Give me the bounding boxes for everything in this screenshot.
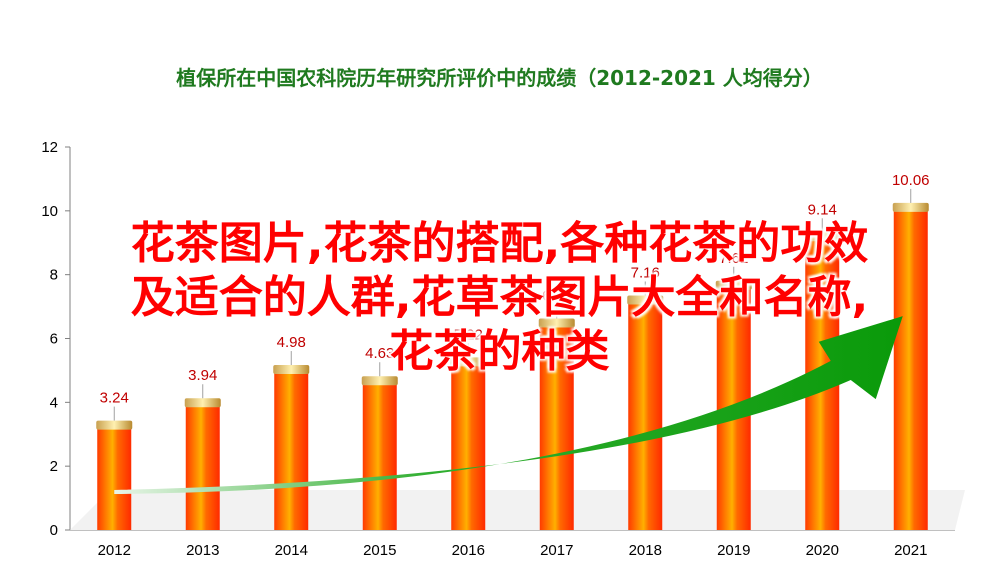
bar-cap	[96, 420, 133, 430]
bar-cap	[892, 202, 929, 212]
bar-body	[97, 426, 132, 530]
chart-title: 植保所在中国农科院历年研究所评价中的成绩（2012-2021 人均得分）	[176, 66, 823, 90]
y-tick-label: 12	[41, 139, 58, 156]
x-tick-label: 2020	[806, 542, 839, 559]
x-tick-label: 2013	[186, 542, 219, 559]
bars	[96, 202, 929, 530]
bar-body	[628, 301, 663, 530]
y-tick-label: 6	[50, 331, 58, 348]
value-label: 4.63	[365, 345, 394, 362]
overlay-text-line-3: 花茶的种类	[389, 326, 610, 377]
overlay-text-line-2: 及适合的人群,花草茶图片大全和名称,	[130, 272, 869, 323]
bar-cap	[273, 365, 310, 375]
x-tick-label: 2017	[540, 542, 573, 559]
x-tick-label: 2015	[363, 542, 396, 559]
bar	[450, 357, 487, 530]
bar	[627, 295, 664, 530]
value-label: 7.62	[719, 250, 748, 267]
y-tick-label: 2	[50, 458, 58, 475]
x-tick-label: 2014	[275, 542, 308, 559]
x-tick-label: 2018	[629, 542, 662, 559]
value-label: 3.24	[100, 390, 129, 407]
bar-cap	[184, 398, 221, 408]
y-tick-label: 4	[50, 394, 58, 411]
bar-body	[893, 208, 928, 530]
bar-cap	[627, 295, 664, 305]
bar-cap	[361, 376, 398, 386]
trend-arrow	[114, 316, 903, 494]
bar-cap	[450, 357, 487, 367]
bar-body	[539, 324, 574, 530]
y-tick-label: 8	[50, 267, 58, 284]
bar-cap	[804, 232, 841, 242]
bar-body	[362, 382, 397, 530]
y-tick-label: 0	[50, 522, 58, 539]
bar	[361, 376, 398, 530]
bar-cap	[715, 280, 752, 290]
value-label: 9.14	[808, 201, 837, 218]
x-tick-label: 2021	[894, 542, 927, 559]
bar-cap	[538, 318, 575, 328]
value-labels: 3.24 3.94 4.98 4.63 5.22 6.44 7.16 7.62 9.14 10.0…	[100, 172, 930, 421]
bar	[892, 202, 929, 530]
bar	[184, 398, 221, 530]
value-label: 4.98	[277, 334, 306, 351]
x-tick-label: 2016	[452, 542, 485, 559]
bar-body	[274, 371, 309, 530]
x-tick-label: 2012	[98, 542, 131, 559]
value-label: 6.44	[542, 287, 571, 304]
bar-body	[185, 404, 220, 530]
trend-arrow-shape	[114, 316, 903, 494]
bar	[538, 318, 575, 530]
bar	[273, 365, 310, 530]
value-label: 3.94	[188, 367, 217, 384]
y-tick-label: 10	[41, 203, 58, 220]
value-label: 10.06	[892, 172, 930, 189]
value-label: 7.16	[631, 264, 660, 281]
value-label: 5.22	[454, 326, 483, 343]
bar-body	[451, 363, 486, 530]
x-tick-label: 2019	[717, 542, 750, 559]
bar	[96, 420, 133, 530]
overlay-text-line-1: 花茶图片,花茶的搭配,各种花茶的功效	[130, 218, 869, 269]
